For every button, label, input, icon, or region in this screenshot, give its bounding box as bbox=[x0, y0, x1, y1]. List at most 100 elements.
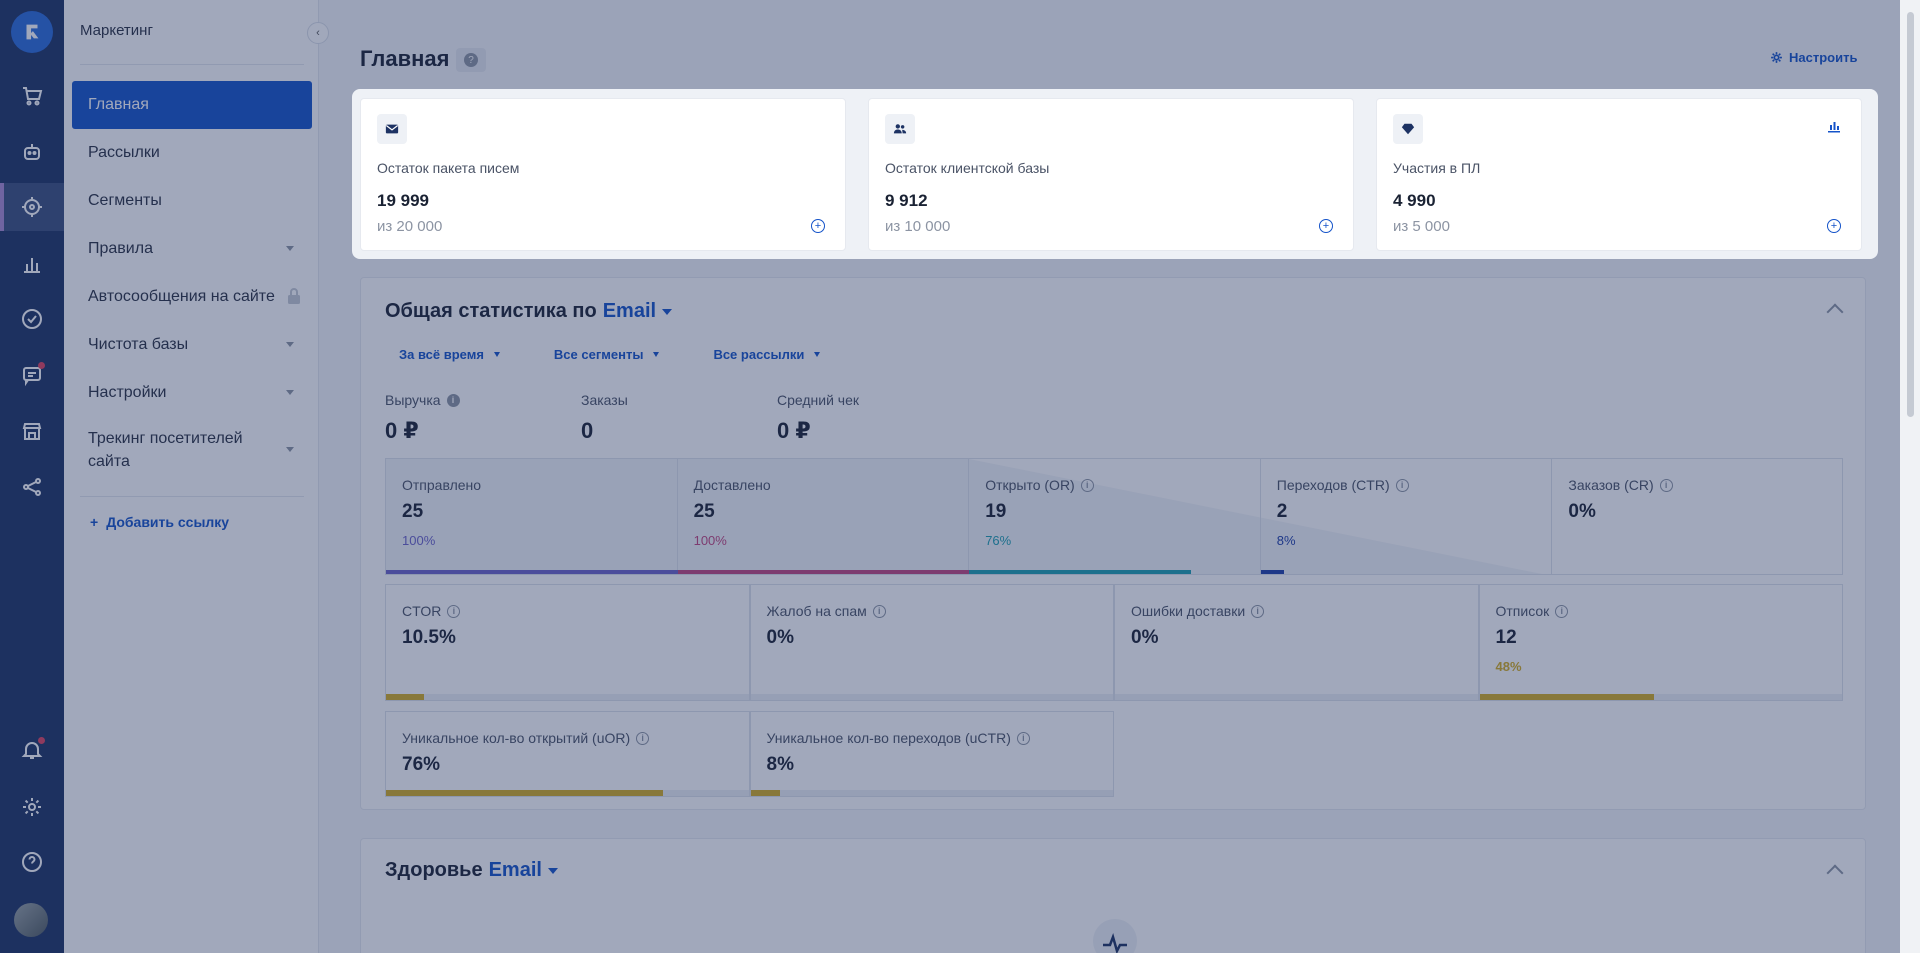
sidebar-item-settings[interactable]: Настройки bbox=[72, 369, 312, 417]
scrollbar[interactable] bbox=[1900, 0, 1920, 953]
sidebar-item-db-hygiene[interactable]: Чистота базы bbox=[72, 321, 312, 369]
chart-icon[interactable] bbox=[0, 240, 64, 288]
divider bbox=[80, 64, 304, 65]
sidebar-item-label: Главная bbox=[88, 96, 149, 113]
period-filter[interactable]: За всё время bbox=[385, 343, 514, 366]
add-link-button[interactable]: + Добавить ссылку bbox=[90, 514, 229, 530]
bot-icon[interactable] bbox=[0, 128, 64, 176]
caret-down-icon bbox=[653, 352, 660, 357]
metric-value: 0% bbox=[1131, 627, 1159, 648]
metric-cell: Уникальное кол-во открытий (uOR) i 76% bbox=[385, 711, 750, 797]
highlight-area: Остаток пакета писем 19 999 из 20 000 + … bbox=[352, 89, 1878, 259]
health-channel-select[interactable]: Email bbox=[489, 859, 558, 881]
help-icon[interactable] bbox=[0, 838, 64, 886]
sidebar-item-tracking[interactable]: Трекинг посетителей сайта bbox=[72, 422, 312, 478]
info-icon[interactable]: i bbox=[1016, 731, 1030, 745]
sidebar: Маркетинг ‹ Главная Рассылки Сегменты Пр… bbox=[64, 0, 329, 953]
page-help-button[interactable]: ? bbox=[456, 48, 486, 72]
info-icon[interactable]: i bbox=[1251, 604, 1265, 618]
sidebar-item-label: Чистота базы bbox=[88, 336, 189, 353]
avatar[interactable] bbox=[14, 903, 48, 937]
store-icon[interactable] bbox=[0, 407, 64, 455]
funnel-bar bbox=[969, 570, 1191, 574]
info-icon[interactable]: i bbox=[446, 393, 460, 407]
scrollbar-thumb[interactable] bbox=[1907, 12, 1914, 417]
caret-down-icon bbox=[662, 308, 673, 315]
info-icon[interactable]: i bbox=[1555, 604, 1569, 618]
health-title: Здоровье Email bbox=[385, 859, 558, 882]
sidebar-item-segments[interactable]: Сегменты bbox=[72, 177, 312, 225]
collapse-sidebar-button[interactable]: ‹ bbox=[307, 22, 329, 44]
metric-track bbox=[1115, 694, 1478, 700]
cart-icon[interactable] bbox=[0, 72, 64, 120]
kpi-orders: Заказы 0 bbox=[581, 392, 628, 444]
sidebar-item-home[interactable]: Главная bbox=[72, 81, 312, 129]
mailing-filter[interactable]: Все рассылки bbox=[699, 343, 834, 366]
metric-track bbox=[1479, 694, 1842, 700]
metric-cell: Ошибки доставки i 0% bbox=[1114, 584, 1479, 701]
bell-dot bbox=[38, 737, 45, 744]
channel-select[interactable]: Email bbox=[602, 300, 673, 322]
info-icon[interactable]: i bbox=[447, 604, 461, 618]
card-clients-left: Остаток клиентской базы 9 912 из 10 000 … bbox=[868, 98, 1354, 251]
add-circle-icon[interactable]: + bbox=[811, 219, 825, 233]
info-icon[interactable]: i bbox=[1659, 478, 1673, 492]
funnel-percent: 76% bbox=[985, 533, 1012, 548]
check-circle-icon[interactable] bbox=[0, 295, 64, 343]
collapse-panel-button[interactable] bbox=[1826, 303, 1844, 321]
funnel-cell: Переходов (CTR) i 2 8% bbox=[1260, 459, 1553, 574]
funnel-label: Доставлено bbox=[693, 477, 771, 493]
metric-value: 0% bbox=[766, 627, 794, 648]
kpi-value: 0 ₽ bbox=[385, 418, 419, 443]
metric-track bbox=[386, 694, 749, 700]
caret-down-icon bbox=[547, 867, 558, 874]
card-emails-left: Остаток пакета писем 19 999 из 20 000 + bbox=[360, 98, 846, 251]
chart-icon[interactable] bbox=[1827, 119, 1841, 133]
sidebar-item-automessages[interactable]: Автосообщения на сайте bbox=[72, 273, 312, 321]
add-circle-icon[interactable]: + bbox=[1319, 219, 1333, 233]
metric-cell: Уникальное кол-во переходов (uCTR) i 8% bbox=[749, 711, 1114, 797]
info-icon[interactable]: i bbox=[872, 604, 886, 618]
collapse-health-button[interactable] bbox=[1826, 864, 1844, 882]
metric-track bbox=[750, 694, 1113, 700]
metric-value: 8% bbox=[766, 754, 794, 775]
metric-bar bbox=[386, 694, 425, 700]
card-value: 9 912 bbox=[885, 191, 928, 210]
card-limit: из 10 000 bbox=[885, 218, 951, 235]
configure-button[interactable]: Настроить bbox=[1770, 50, 1857, 65]
lock-icon bbox=[288, 288, 300, 304]
card-label: Остаток пакета писем bbox=[377, 160, 520, 176]
logo-icon[interactable] bbox=[11, 11, 53, 53]
metric-cell: Жалоб на спам i 0% bbox=[749, 584, 1114, 701]
add-circle-icon[interactable]: + bbox=[1827, 219, 1841, 233]
filter-label: Все рассылки bbox=[713, 347, 805, 362]
caret-down-icon bbox=[814, 352, 821, 357]
funnel: Отправлено 25 100% Доставлено 25 100% Открыто … bbox=[385, 458, 1843, 575]
health-panel: Здоровье Email bbox=[360, 838, 1866, 953]
funnel-label: Заказов (CR) bbox=[1568, 477, 1654, 493]
info-icon[interactable]: i bbox=[636, 731, 650, 745]
metric-label: Жалоб на спам bbox=[766, 603, 867, 619]
divider bbox=[80, 496, 304, 497]
pulse-icon bbox=[1093, 919, 1137, 953]
caret-down-icon bbox=[493, 352, 500, 357]
chat-icon[interactable] bbox=[0, 351, 64, 399]
segment-filter[interactable]: Все сегменты bbox=[540, 343, 674, 366]
info-icon[interactable]: i bbox=[1395, 478, 1409, 492]
share-icon[interactable] bbox=[0, 463, 64, 511]
info-icon[interactable]: i bbox=[1080, 478, 1094, 492]
metric-track bbox=[750, 790, 1113, 796]
funnel-cell: Доставлено 25 100% bbox=[677, 459, 970, 574]
sidebar-item-mailings[interactable]: Рассылки bbox=[72, 129, 312, 177]
sidebar-item-rules[interactable]: Правила bbox=[72, 225, 312, 273]
bell-icon[interactable] bbox=[0, 726, 64, 774]
funnel-value: 19 bbox=[985, 501, 1007, 522]
target-icon[interactable] bbox=[0, 183, 64, 231]
channel-label: Email bbox=[602, 300, 657, 322]
gear-icon[interactable] bbox=[0, 783, 64, 831]
kpi-value: 0 bbox=[581, 418, 594, 443]
funnel-value: 25 bbox=[693, 501, 715, 522]
metric-value: 76% bbox=[402, 754, 441, 775]
chevron-down-icon bbox=[286, 246, 294, 251]
metric-label: Уникальное кол-во переходов (uCTR) bbox=[766, 730, 1011, 746]
